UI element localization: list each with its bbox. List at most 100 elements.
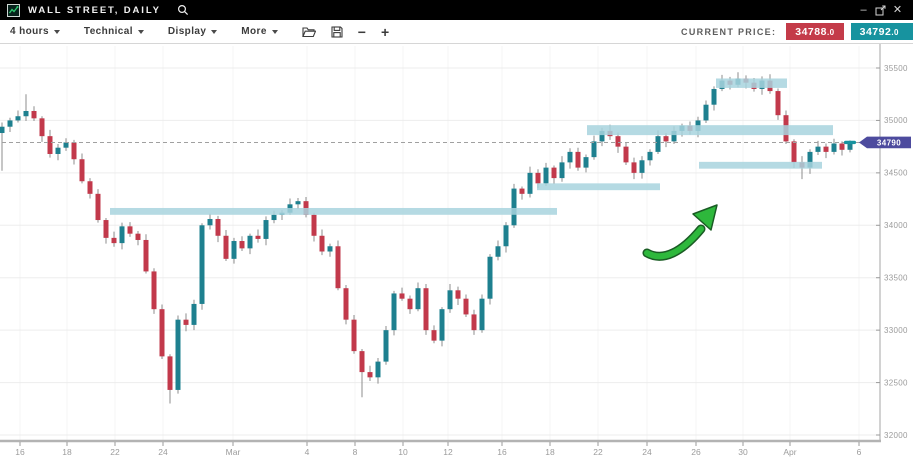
candle-up [0,126,5,134]
candle-up [263,220,269,239]
price-axis[interactable]: 35500 35000 34500 34000 33500 33000 32500 32000 [876,44,908,441]
candle-down [111,237,117,244]
window-title: WALL STREET, DAILY [28,4,161,16]
more-dropdown[interactable]: More [241,26,278,37]
more-label: More [241,26,267,37]
candle-down [167,356,173,390]
timeframe-dropdown[interactable]: 4 hours [10,26,60,37]
candle-up [847,142,853,150]
date-label: 18 [62,447,72,457]
candle-up [815,146,821,152]
candle-up [543,167,549,184]
candle-up [647,151,653,161]
candle-up [15,116,21,121]
candle-up [495,246,501,257]
candlestick-chart[interactable]: 16 18 22 24 Mar 4 8 10 12 16 18 22 24 26 30 Apr 63550035… [0,44,913,461]
display-label: Display [167,26,207,37]
buy-price-decimal: .0 [891,27,899,37]
candle-down [335,246,341,289]
popout-button[interactable] [872,0,889,20]
save-icon[interactable] [331,25,343,38]
candle-down [519,188,525,194]
date-label: 12 [443,447,453,457]
sell-price-decimal: .0 [826,27,835,37]
candle-down [775,91,781,116]
sr-zone [587,125,833,136]
price-label: 34000 [884,221,908,230]
chevron-down-icon [271,30,278,34]
candles [0,72,853,404]
candle-down [151,271,157,310]
sell-price-value: 34788 [795,25,827,38]
candle-up [807,151,813,168]
candle-up [247,235,253,249]
date-label: Mar [226,447,241,457]
date-label: 16 [15,447,25,457]
candle-up [487,256,493,299]
sr-zone [537,183,660,191]
date-label: 22 [593,447,603,457]
date-label: 26 [691,447,701,457]
zoom-in-button[interactable]: + [380,23,390,40]
candle-up [591,141,597,158]
candle-down [623,146,629,163]
candle-down [631,162,637,173]
close-button[interactable]: ✕ [892,4,903,16]
date-label: 8 [353,447,358,457]
candle-down [839,143,845,150]
chart-area[interactable]: 16 18 22 24 Mar 4 8 10 12 16 18 22 24 26 30 Apr 6 35500 35… [0,44,913,461]
candle-down [311,214,317,236]
zoom-out-button[interactable]: − [357,23,366,40]
candle-down [455,290,461,299]
date-label: 30 [738,447,748,457]
candle-up [63,142,69,148]
candle-up [831,143,837,152]
candle-down [423,288,429,331]
candle-down [359,351,365,373]
open-folder-icon[interactable] [301,26,316,38]
candle-down [471,314,477,331]
candle-up [567,151,573,163]
candle-up [439,309,445,341]
price-gridlines [0,67,880,436]
candle-up [511,188,517,226]
candle-up [271,214,277,221]
date-label: 16 [497,447,507,457]
search-icon[interactable] [177,4,189,16]
minimize-button[interactable]: – [860,4,867,16]
candle-down [663,136,669,142]
buy-price-badge[interactable]: 34792.0 [850,23,913,40]
sell-price-badge[interactable]: 34788.0 [786,23,844,40]
last-price-marker [844,140,856,145]
candle-up [583,157,589,168]
candle-down [575,151,581,168]
candle-up [383,330,389,362]
price-label: 32000 [884,431,908,440]
date-label: 4 [305,447,310,457]
date-label: 24 [642,447,652,457]
candle-down [215,218,221,236]
candle-up [711,88,717,105]
candle-down [551,167,557,179]
time-axis[interactable]: 16 18 22 24 Mar 4 8 10 12 16 18 22 24 26 30 Apr 6 [0,439,881,457]
price-label: 33000 [884,326,908,335]
technical-dropdown[interactable]: Technical [84,26,144,37]
candle-up [671,130,677,142]
candle-down [239,241,245,249]
candle-up [231,241,237,259]
current-price-group: CURRENT PRICE: 34788.0 34792.0 [681,23,913,40]
candle-down [143,239,149,272]
price-label: 32500 [884,378,908,387]
date-label: 22 [110,447,120,457]
candle-down [79,159,85,182]
candle-up [175,319,181,390]
date-label: 24 [158,447,168,457]
candle-down [319,235,325,252]
display-dropdown[interactable]: Display [167,26,218,37]
candle-down [431,330,437,341]
candle-down [135,233,141,240]
date-label: Apr [783,447,796,457]
candle-down [399,293,405,299]
candle-up [327,246,333,252]
